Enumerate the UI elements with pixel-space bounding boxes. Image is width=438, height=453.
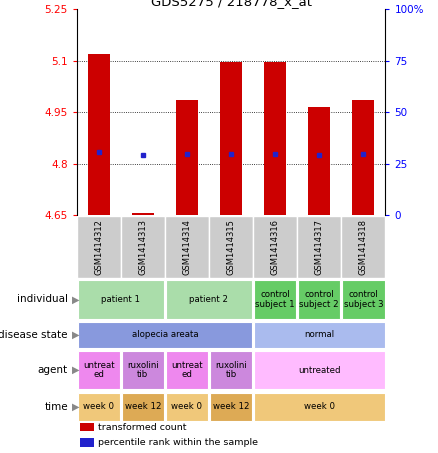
Title: GDS5275 / 218778_x_at: GDS5275 / 218778_x_at [151, 0, 311, 8]
Bar [209, 216, 253, 278]
Text: ▶: ▶ [72, 330, 80, 340]
Text: ruxolini
tib: ruxolini tib [215, 361, 247, 380]
Bar [78, 322, 252, 348]
Bar [264, 63, 286, 215]
Bar [165, 216, 209, 278]
Bar [210, 393, 252, 421]
Bar [88, 54, 110, 215]
Text: transformed count: transformed count [98, 423, 186, 432]
Text: control
subject 3: control subject 3 [343, 290, 383, 309]
Text: week 12: week 12 [124, 402, 161, 411]
Text: ruxolini
tib: ruxolini tib [127, 361, 159, 380]
Text: time: time [44, 402, 68, 412]
Bar [308, 107, 330, 215]
Text: individual: individual [17, 294, 68, 304]
Text: ▶: ▶ [72, 294, 80, 304]
Text: week 0: week 0 [83, 402, 114, 411]
Bar [122, 351, 164, 389]
Text: normal: normal [304, 330, 334, 339]
Bar [78, 280, 164, 318]
Bar [210, 351, 252, 389]
Bar [254, 280, 297, 318]
Text: untreat
ed: untreat ed [83, 361, 114, 380]
Text: ▶: ▶ [72, 365, 80, 375]
Text: GSM1414318: GSM1414318 [359, 219, 368, 275]
Text: GSM1414317: GSM1414317 [315, 219, 324, 275]
Bar [342, 280, 385, 318]
Bar [298, 280, 340, 318]
Text: untreated: untreated [298, 366, 340, 375]
Text: week 0: week 0 [304, 402, 335, 411]
Bar [254, 351, 385, 389]
Bar [166, 351, 208, 389]
Text: control
subject 1: control subject 1 [255, 290, 295, 309]
Bar [122, 393, 164, 421]
Bar [78, 351, 120, 389]
Bar [254, 393, 385, 421]
Text: week 0: week 0 [171, 402, 202, 411]
Text: alopecia areata: alopecia areata [131, 330, 198, 339]
Text: disease state: disease state [0, 330, 68, 340]
Text: patient 2: patient 2 [190, 295, 229, 304]
Text: week 12: week 12 [213, 402, 249, 411]
Bar [80, 438, 94, 447]
Bar [253, 216, 297, 278]
Text: GSM1414314: GSM1414314 [183, 219, 191, 275]
Bar [166, 280, 252, 318]
Text: ▶: ▶ [72, 402, 80, 412]
Text: GSM1414316: GSM1414316 [271, 219, 279, 275]
Bar [297, 216, 341, 278]
Bar [220, 63, 242, 215]
Bar [341, 216, 385, 278]
Bar [121, 216, 165, 278]
Bar [132, 213, 154, 215]
Text: percentile rank within the sample: percentile rank within the sample [98, 438, 258, 447]
Bar [176, 100, 198, 215]
Bar [77, 216, 121, 278]
Bar [78, 393, 120, 421]
Text: control
subject 2: control subject 2 [300, 290, 339, 309]
Bar [254, 322, 385, 348]
Text: patient 1: patient 1 [101, 295, 140, 304]
Bar [80, 423, 94, 431]
Text: GSM1414312: GSM1414312 [94, 219, 103, 275]
Text: agent: agent [38, 365, 68, 375]
Bar [352, 100, 374, 215]
Text: GSM1414315: GSM1414315 [226, 219, 236, 275]
Bar [166, 393, 208, 421]
Text: GSM1414313: GSM1414313 [138, 219, 147, 275]
Text: untreat
ed: untreat ed [171, 361, 203, 380]
